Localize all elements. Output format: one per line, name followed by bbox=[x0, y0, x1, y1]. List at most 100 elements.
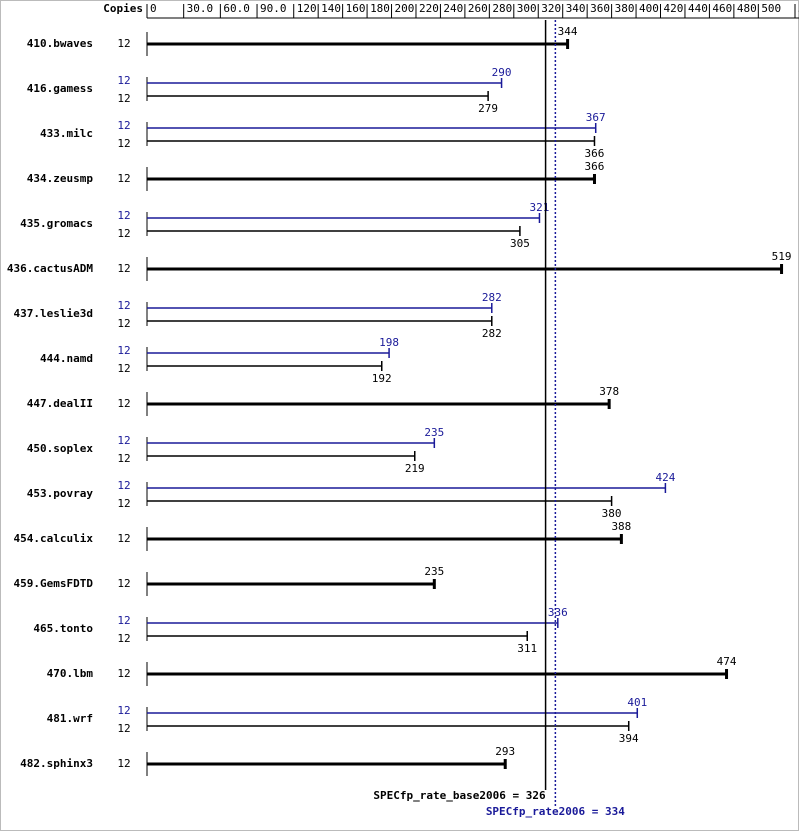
value-label: 311 bbox=[517, 642, 537, 655]
category-label: 450.soplex bbox=[27, 442, 94, 455]
bar bbox=[147, 399, 611, 409]
copies-label: 12 bbox=[117, 397, 130, 410]
copies-label: 12 bbox=[117, 37, 130, 50]
value-label: 367 bbox=[586, 111, 606, 124]
bar bbox=[147, 39, 570, 49]
bar bbox=[147, 759, 507, 769]
bar bbox=[147, 264, 784, 274]
bar bbox=[147, 618, 559, 628]
x-tick-label: 30.0 bbox=[187, 2, 214, 15]
x-tick-label: 60.0 bbox=[223, 2, 250, 15]
bar bbox=[147, 123, 597, 133]
x-tick-label: 0 bbox=[150, 2, 157, 15]
copies-label: 12 bbox=[117, 497, 130, 510]
x-tick-label: 120 bbox=[297, 2, 317, 15]
value-label: 366 bbox=[585, 160, 605, 173]
x-tick-label: 90.0 bbox=[260, 2, 287, 15]
bar bbox=[147, 708, 639, 718]
copies-label: 12 bbox=[117, 92, 130, 105]
value-label: 401 bbox=[627, 696, 647, 709]
x-tick-label: 300 bbox=[517, 2, 537, 15]
bar bbox=[147, 348, 390, 358]
category-label: 481.wrf bbox=[47, 712, 93, 725]
axis-label: Copies bbox=[103, 2, 143, 15]
value-label: 282 bbox=[482, 291, 502, 304]
copies-label: 12 bbox=[117, 577, 130, 590]
copies-label: 12 bbox=[117, 317, 130, 330]
x-tick-label: 460 bbox=[712, 2, 732, 15]
copies-label: 12 bbox=[117, 362, 130, 375]
x-tick-label: 160 bbox=[346, 2, 366, 15]
bar bbox=[147, 669, 729, 679]
copies-label: 12 bbox=[117, 632, 130, 645]
category-label: 482.sphinx3 bbox=[20, 757, 93, 770]
copies-label: 12 bbox=[117, 209, 130, 222]
x-tick-label: 420 bbox=[664, 2, 684, 15]
category-label: 459.GemsFDTD bbox=[14, 577, 94, 590]
copies-label: 12 bbox=[117, 479, 130, 492]
category-label: 433.milc bbox=[40, 127, 93, 140]
copies-label: 12 bbox=[117, 262, 130, 275]
value-label: 474 bbox=[717, 655, 737, 668]
category-label: 470.lbm bbox=[47, 667, 94, 680]
bar bbox=[147, 303, 493, 313]
x-tick-label: 320 bbox=[541, 2, 561, 15]
bar bbox=[147, 136, 596, 146]
copies-label: 12 bbox=[117, 74, 130, 87]
value-label: 519 bbox=[772, 250, 792, 263]
x-tick-label: 400 bbox=[639, 2, 659, 15]
category-label: 416.gamess bbox=[27, 82, 93, 95]
x-tick-label: 480 bbox=[737, 2, 757, 15]
value-label: 321 bbox=[530, 201, 550, 214]
value-label: 388 bbox=[611, 520, 631, 533]
category-label: 410.bwaves bbox=[27, 37, 93, 50]
bar bbox=[147, 534, 623, 544]
reference-label: SPECfp_rate_base2006 = 326 bbox=[373, 789, 546, 802]
copies-label: 12 bbox=[117, 614, 130, 627]
bar bbox=[147, 451, 416, 461]
bar bbox=[147, 496, 613, 506]
value-label: 282 bbox=[482, 327, 502, 340]
copies-label: 12 bbox=[117, 434, 130, 447]
value-label: 192 bbox=[372, 372, 392, 385]
bar bbox=[147, 631, 528, 641]
x-tick-label: 220 bbox=[419, 2, 439, 15]
category-label: 437.leslie3d bbox=[14, 307, 93, 320]
category-label: 435.gromacs bbox=[20, 217, 93, 230]
category-label: 453.povray bbox=[27, 487, 94, 500]
value-label: 378 bbox=[599, 385, 619, 398]
value-label: 290 bbox=[492, 66, 512, 79]
x-tick-label: 200 bbox=[395, 2, 415, 15]
value-label: 336 bbox=[548, 606, 568, 619]
bar bbox=[147, 174, 596, 184]
copies-label: 12 bbox=[117, 722, 130, 735]
value-label: 424 bbox=[655, 471, 675, 484]
x-tick-label: 140 bbox=[321, 2, 341, 15]
value-label: 293 bbox=[495, 745, 515, 758]
reference-label: SPECfp_rate2006 = 334 bbox=[486, 805, 625, 818]
x-tick-label: 440 bbox=[688, 2, 708, 15]
value-label: 344 bbox=[558, 25, 578, 38]
x-tick-label: 260 bbox=[468, 2, 488, 15]
copies-label: 12 bbox=[117, 137, 130, 150]
copies-label: 12 bbox=[117, 757, 130, 770]
bar bbox=[147, 91, 489, 101]
copies-label: 12 bbox=[117, 704, 130, 717]
category-label: 465.tonto bbox=[33, 622, 93, 635]
x-tick-label: 340 bbox=[566, 2, 586, 15]
x-tick-label: 240 bbox=[443, 2, 463, 15]
category-label: 436.cactusADM bbox=[7, 262, 93, 275]
copies-label: 12 bbox=[117, 119, 130, 132]
copies-label: 12 bbox=[117, 172, 130, 185]
bar bbox=[147, 316, 493, 326]
x-tick-label: 360 bbox=[590, 2, 610, 15]
x-tick-label: 280 bbox=[492, 2, 512, 15]
category-label: 447.dealII bbox=[27, 397, 93, 410]
copies-label: 12 bbox=[117, 299, 130, 312]
x-tick-label: 500 bbox=[761, 2, 781, 15]
value-label: 219 bbox=[405, 462, 425, 475]
bar bbox=[147, 579, 436, 589]
